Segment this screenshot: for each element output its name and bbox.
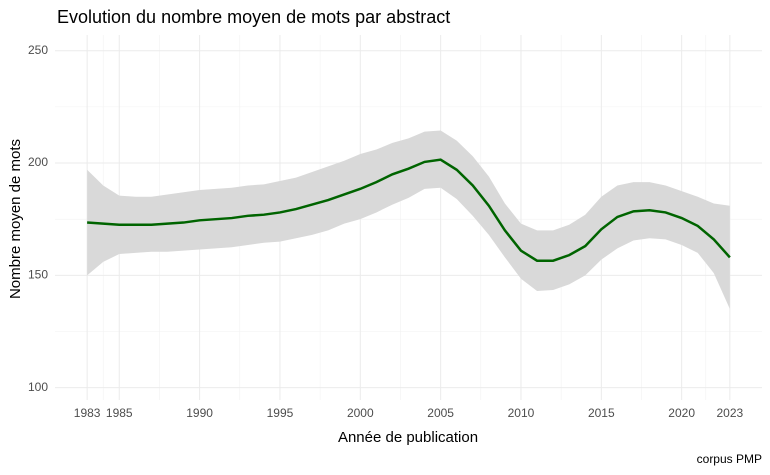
y-tick-label: 150 (28, 268, 48, 282)
x-tick-label: 1995 (267, 406, 294, 420)
x-tick-label: 2005 (427, 406, 454, 420)
line (87, 158, 731, 262)
x-tick-label: 1983 (74, 406, 101, 420)
x-tick-label: 2023 (717, 406, 744, 420)
x-tick-label: 2015 (588, 406, 615, 420)
y-tick-label: 250 (28, 43, 48, 57)
y-tick-label: 100 (28, 380, 48, 394)
x-tick-label: 1990 (186, 406, 213, 420)
y-tick-label: 200 (28, 155, 48, 169)
x-tick-label: 2010 (508, 406, 535, 420)
caption: corpus PMP (697, 452, 762, 466)
x-axis-label: Année de publication (338, 429, 478, 446)
x-tick-label: 2000 (347, 406, 374, 420)
confidence-band (87, 130, 730, 310)
x-tick-label: 1985 (106, 406, 133, 420)
y-axis-label: Nombre moyen de mots (7, 139, 24, 299)
chart-title: Evolution du nombre moyen de mots par ab… (57, 7, 450, 27)
x-tick-label: 2020 (668, 406, 695, 420)
